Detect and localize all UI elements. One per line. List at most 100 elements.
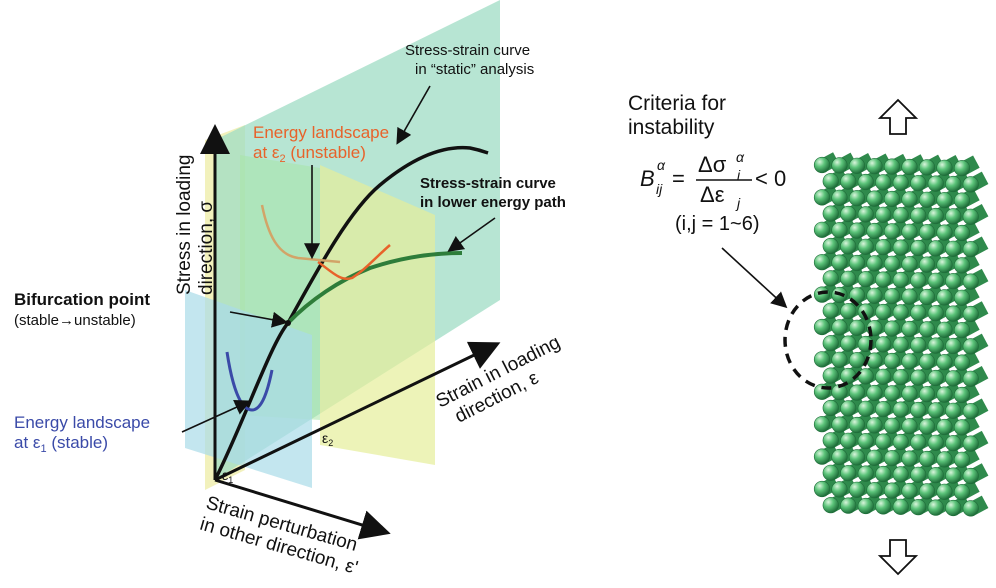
atom — [927, 272, 944, 289]
atom — [910, 434, 927, 451]
atom — [953, 322, 971, 339]
atom — [831, 222, 848, 239]
atom — [945, 435, 962, 452]
atom — [813, 318, 831, 336]
atom — [866, 384, 883, 402]
atom — [883, 385, 901, 402]
atom — [892, 498, 909, 515]
atom — [875, 303, 892, 321]
atom — [901, 256, 918, 273]
atom — [875, 401, 892, 418]
atom — [901, 418, 918, 435]
atom — [883, 223, 901, 240]
atom — [866, 417, 883, 434]
atom — [840, 465, 857, 482]
atom — [910, 175, 927, 192]
atom — [883, 450, 901, 467]
atom — [936, 451, 953, 468]
atom — [875, 271, 892, 288]
atom — [840, 335, 857, 352]
atom — [910, 207, 927, 224]
atom — [883, 417, 901, 434]
atom — [840, 303, 857, 320]
atom — [918, 224, 936, 241]
atom — [822, 237, 839, 255]
atom — [866, 255, 883, 272]
atom — [857, 465, 874, 482]
atom — [901, 158, 918, 176]
atom — [892, 369, 909, 386]
svg-text:(i,j = 1~6): (i,j = 1~6) — [675, 213, 759, 235]
atom — [875, 239, 892, 256]
atom — [962, 500, 979, 517]
atom — [918, 450, 936, 468]
atom — [831, 416, 848, 433]
atom — [901, 288, 918, 305]
atom — [918, 418, 936, 435]
energy-landscape-unstable — [260, 204, 341, 264]
atom — [945, 305, 962, 322]
atom — [936, 418, 953, 436]
atom — [901, 482, 918, 500]
atom — [840, 205, 857, 223]
atom — [901, 385, 918, 402]
atom — [866, 190, 883, 207]
atom — [840, 400, 857, 417]
label-eps1: ε1 — [222, 467, 233, 485]
atom — [848, 352, 866, 369]
atom — [857, 400, 874, 417]
atom — [822, 270, 839, 287]
label-stress-axis: Stress in loading direction, σ — [174, 149, 217, 295]
atom — [945, 467, 962, 484]
atom — [883, 158, 901, 175]
atom — [822, 205, 839, 222]
instability-formula: B α ij = Δσ α i Δε j < 0 (i,j = 1~6) — [640, 149, 786, 235]
atom — [848, 222, 866, 239]
atom — [945, 273, 962, 290]
atom — [901, 191, 918, 208]
atom — [953, 192, 971, 209]
atom — [892, 207, 909, 224]
atom — [927, 434, 944, 451]
atom — [962, 176, 979, 193]
label-static-curve: Stress-strain curve in “static” analysis — [405, 42, 534, 78]
tension-arrow-up-icon — [877, 98, 919, 135]
atom — [831, 157, 848, 174]
atom — [813, 221, 831, 238]
atom — [910, 369, 927, 386]
svg-text:α: α — [736, 149, 745, 165]
atom — [945, 402, 962, 419]
atom — [945, 175, 962, 193]
tension-arrow-down-icon — [877, 539, 919, 576]
atom — [953, 289, 971, 306]
lower-energy-path-curve — [286, 251, 463, 325]
atom — [962, 435, 979, 452]
atom — [945, 499, 962, 517]
atom — [822, 302, 839, 319]
atom — [953, 419, 971, 436]
atom — [901, 223, 918, 240]
atom — [857, 497, 874, 515]
atom-lattice — [813, 152, 989, 517]
atom — [936, 354, 953, 371]
atom — [866, 222, 883, 240]
svg-text:ij: ij — [656, 181, 663, 197]
svg-text:Δε: Δε — [700, 182, 725, 207]
atom — [910, 401, 927, 419]
atom — [962, 241, 979, 258]
atom — [962, 305, 979, 323]
atom — [883, 352, 901, 370]
atom — [945, 337, 962, 355]
label-energy-unstable: Energy landscape at ε2 (unstable) — [253, 123, 394, 165]
atom — [901, 320, 918, 338]
arrow-energy-stable — [181, 400, 251, 433]
atom — [936, 224, 953, 241]
atom — [848, 384, 866, 401]
atom — [918, 191, 936, 208]
atom — [918, 321, 936, 338]
atom — [892, 336, 909, 353]
arrow-static — [396, 85, 431, 145]
atom — [857, 433, 874, 450]
atom — [927, 240, 944, 257]
atom — [892, 271, 909, 289]
